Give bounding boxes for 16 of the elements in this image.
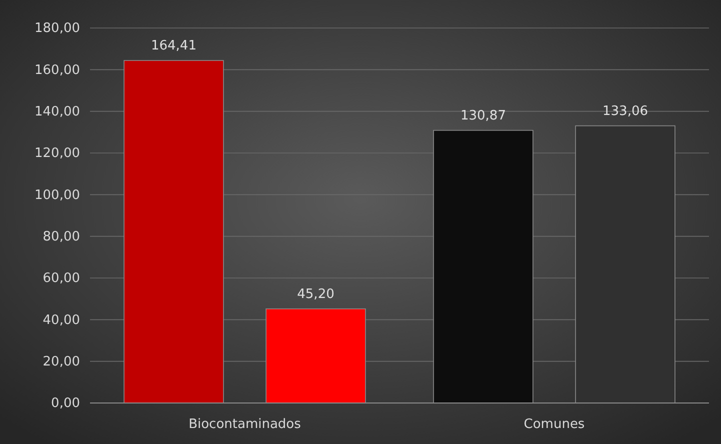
y-tick-label: 100,00 bbox=[34, 188, 80, 203]
x-tick-label: Biocontaminados bbox=[188, 417, 302, 432]
y-tick-label: 40,00 bbox=[42, 312, 80, 328]
y-tick-label: 180,00 bbox=[34, 21, 80, 36]
y-tick-label: 120,00 bbox=[34, 146, 80, 162]
y-tick-label: 140,00 bbox=[34, 104, 80, 120]
x-tick-label: Comunes bbox=[524, 417, 585, 432]
y-tick-label: 0,00 bbox=[51, 396, 80, 412]
y-tick-label: 60,00 bbox=[42, 271, 80, 286]
data-label: 133,06 bbox=[602, 104, 648, 119]
y-tick-label: 80,00 bbox=[42, 229, 80, 244]
data-label: 130,87 bbox=[460, 108, 506, 124]
y-tick-label: 20,00 bbox=[42, 354, 80, 370]
data-label: 164,41 bbox=[150, 38, 196, 54]
data-label: 45,20 bbox=[297, 286, 334, 302]
y-tick-label: 160,00 bbox=[34, 62, 80, 78]
